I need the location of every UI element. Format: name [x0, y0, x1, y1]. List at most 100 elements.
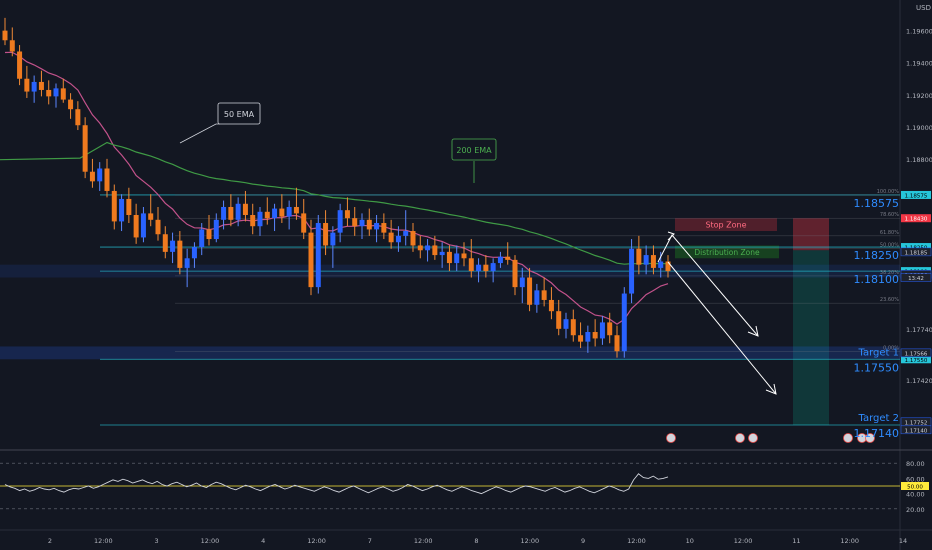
- time-tick-label: 12:00: [307, 537, 326, 545]
- candle-body: [563, 319, 569, 329]
- stop-price-tag-text: 1.18430: [905, 217, 928, 223]
- time-tick-label: 4: [261, 537, 265, 545]
- candle-body: [272, 208, 278, 219]
- price-level-tag: [901, 190, 931, 199]
- candle-body: [388, 232, 394, 243]
- candle-body: [592, 332, 598, 339]
- axis-tag: [900, 348, 932, 358]
- candle-body: [104, 168, 110, 191]
- candle-body: [308, 232, 314, 288]
- arrowhead-target1: [747, 325, 759, 337]
- axis-tag: [900, 425, 932, 435]
- fib-label: 61.80%: [880, 230, 899, 236]
- target1-band: [0, 346, 900, 360]
- candle-body: [578, 335, 584, 342]
- time-tick-label: 8: [474, 537, 478, 545]
- candle-body: [658, 261, 664, 268]
- candle-body: [170, 240, 176, 252]
- candle-body: [417, 245, 423, 251]
- economic-event-icon: [843, 433, 853, 443]
- axis-tag-text: 1.17140: [905, 428, 928, 434]
- economic-event-icon: [666, 433, 676, 443]
- candle-body: [527, 277, 533, 305]
- time-tick-label: 12:00: [520, 537, 539, 545]
- level-labels: 1.18575 1.18250 1.18100 1.17550 1.17140 Targe…: [854, 189, 900, 440]
- time-tick-label: 12:00: [201, 537, 220, 545]
- candle-body: [403, 231, 409, 236]
- candle-body: [476, 264, 482, 272]
- axis-tag: [900, 273, 932, 282]
- candle-body: [381, 223, 387, 233]
- axis-tag-text: 1.17566: [905, 351, 928, 357]
- fib-label: 78.60%: [880, 212, 899, 218]
- fib-label: 50.00%: [880, 243, 899, 249]
- candle-body: [82, 125, 88, 172]
- ema200-callout-box: [451, 138, 497, 161]
- candle-body: [2, 30, 8, 41]
- candle-body: [548, 299, 554, 312]
- candle-body: [352, 218, 358, 227]
- candle-body: [191, 247, 197, 259]
- candle-body: [228, 206, 234, 220]
- candle-body: [60, 88, 66, 100]
- candle-body: [541, 290, 547, 300]
- candle-body: [31, 81, 37, 92]
- time-tick-label: 7: [368, 537, 372, 545]
- candle-body: [344, 210, 350, 219]
- candle-body: [177, 240, 183, 268]
- candles: [2, 17, 671, 358]
- candle-body: [38, 81, 44, 90]
- distribution-zone-label: Distribution Zone: [694, 248, 760, 257]
- candle-body: [221, 206, 227, 220]
- candle-body: [155, 219, 161, 235]
- rsi-tick-label: 60.00: [906, 475, 925, 483]
- candle-body: [286, 206, 292, 217]
- price-level-label: 1.18575: [854, 197, 900, 210]
- fib-label: 100.00%: [877, 189, 899, 195]
- stop-zone-box: [675, 218, 777, 232]
- candle-body: [439, 251, 445, 256]
- candle-body: [366, 219, 372, 230]
- price-level-tag-text: 1.17550: [905, 358, 928, 364]
- candle-body: [301, 213, 307, 233]
- time-tick-label: 12:00: [414, 537, 433, 545]
- price-tick-label: 1.17740: [906, 326, 932, 334]
- stop-price-tag: [901, 214, 931, 223]
- candle-body: [75, 109, 81, 126]
- candle-body: [643, 255, 649, 265]
- ema50-callout-label: 50 EMA: [224, 110, 255, 119]
- candle-body: [446, 251, 452, 264]
- price-tick-label: 1.18800: [906, 156, 932, 164]
- time-tick-label: 10: [686, 537, 694, 545]
- currency-label: USD: [916, 4, 931, 12]
- arrowhead-target2: [765, 383, 777, 395]
- ema50-callout-box: [217, 102, 261, 125]
- projection-path-2: [667, 261, 777, 395]
- candle-body: [206, 229, 212, 240]
- candle-body: [140, 213, 146, 238]
- candle-body: [483, 264, 489, 272]
- candle-body: [264, 211, 270, 219]
- target-label: Target 2: [858, 413, 899, 424]
- time-axis: 2 12:00 3 12:00 4 12:00 7 12:00 8 12:00 9 12:00 10 12…: [48, 537, 907, 545]
- candle-body: [242, 203, 248, 215]
- candle-body: [184, 258, 190, 268]
- candle-body: [410, 231, 416, 246]
- candle-body: [461, 253, 467, 259]
- candle-body: [425, 245, 431, 251]
- ema200-callout-label: 200 EMA: [456, 146, 492, 155]
- candle-body: [337, 210, 343, 233]
- drawings: 50 EMA 200 EMA: [179, 102, 875, 443]
- price-level-tag-text: 1.18575: [905, 193, 928, 199]
- time-tick-label: 14: [899, 537, 907, 545]
- price-tick-label: 1.19400: [906, 60, 932, 68]
- candle-body: [97, 168, 103, 182]
- candle-body: [665, 261, 671, 272]
- candle-body: [359, 219, 365, 227]
- time-tick-label: 12:00: [840, 537, 859, 545]
- arrowhead-up: [667, 231, 675, 241]
- support-resistance-levels: [100, 194, 900, 426]
